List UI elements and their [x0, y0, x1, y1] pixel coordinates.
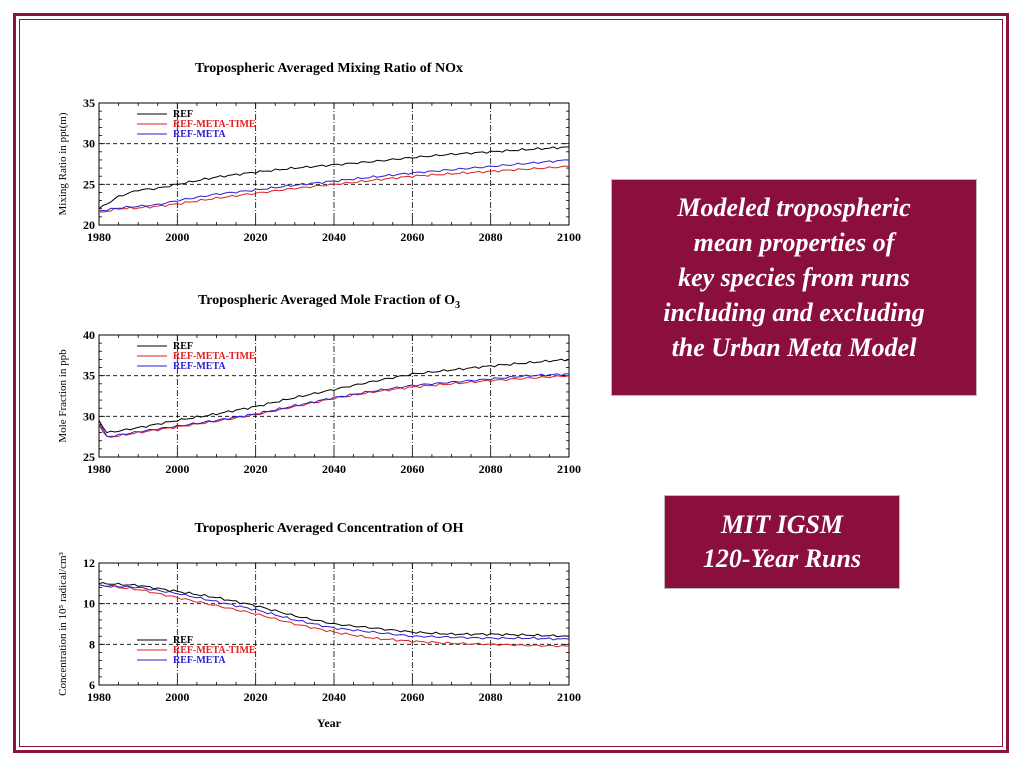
x-tick-label: 2060: [400, 230, 424, 244]
series-line-ref: [98, 146, 570, 210]
x-tick-label: 1980: [87, 690, 111, 704]
legend-label: REF-META-TIME: [173, 351, 256, 362]
x-tick-label: 2000: [165, 462, 189, 476]
series-line-ref: [98, 581, 570, 638]
y-tick-label: 30: [83, 137, 95, 151]
series-line-ref: [98, 358, 570, 434]
modeled-line-4: including and excluding: [663, 298, 925, 327]
x-tick-label: 2080: [479, 462, 503, 476]
chart-title: Tropospheric Averaged Mole Fraction of O…: [198, 293, 460, 311]
x-tick-label: 2020: [244, 230, 268, 244]
mit-line-2: 120-Year Runs: [702, 544, 862, 573]
series-line-ref-meta-time: [98, 583, 570, 648]
y-tick-label: 35: [83, 96, 95, 110]
x-tick-label: 2020: [244, 462, 268, 476]
y-tick-label: 40: [83, 328, 95, 342]
legend-label: REF-META: [173, 361, 226, 372]
y-axis-label: Mixing Ratio in ppt(m): [57, 112, 69, 215]
modeled-line-1: Modeled tropospheric: [677, 193, 911, 222]
series-line-ref-meta-time: [98, 165, 570, 213]
x-tick-label: 2080: [479, 690, 503, 704]
legend-label: REF-META-TIME: [173, 119, 256, 130]
y-tick-label: 6: [89, 678, 95, 692]
oh-chart-panel: Tropospheric Averaged Concentration of O…: [52, 510, 597, 740]
slide-frame-inner: [19, 19, 1003, 747]
x-tick-label: 2080: [479, 230, 503, 244]
x-tick-label: 2100: [557, 230, 581, 244]
y-tick-label: 12: [83, 556, 95, 570]
modeled-line-2: mean properties of: [693, 228, 895, 257]
legend-label: REF-META: [173, 655, 226, 666]
x-tick-label: 2040: [322, 690, 346, 704]
x-axis-label: Year: [317, 716, 342, 730]
modeled-line-3: key species from runs: [678, 263, 910, 292]
nox-chart: Tropospheric Averaged Mixing Ratio of NO…: [57, 61, 581, 244]
x-tick-label: 1980: [87, 230, 111, 244]
series-line-ref-meta: [98, 584, 570, 641]
x-tick-label: 2040: [322, 462, 346, 476]
mit-igsm-box: MIT IGSM 120-Year Runs: [664, 495, 900, 589]
oh-chart: Tropospheric Averaged Concentration of O…: [57, 521, 581, 730]
legend-label: REF: [173, 635, 193, 646]
y-tick-label: 25: [83, 450, 95, 464]
y-tick-label: 20: [83, 218, 95, 232]
x-tick-label: 2020: [244, 690, 268, 704]
series-line-ref-meta-time: [98, 375, 570, 438]
x-tick-label: 2060: [400, 462, 424, 476]
y-tick-label: 10: [83, 597, 95, 611]
modeled-line-5: the Urban Meta Model: [671, 333, 917, 362]
y-axis-label: Mole Fraction in ppb: [57, 349, 69, 443]
chart-title-subscript: 3: [455, 300, 460, 311]
o3-chart: Tropospheric Averaged Mole Fraction of O…: [57, 293, 581, 476]
y-tick-label: 35: [83, 369, 95, 383]
mit-line-1: MIT IGSM: [720, 510, 844, 539]
legend-label: REF: [173, 109, 193, 120]
x-tick-label: 2000: [165, 690, 189, 704]
chart-title: Tropospheric Averaged Mixing Ratio of NO…: [195, 61, 463, 76]
legend-label: REF-META: [173, 129, 226, 140]
y-tick-label: 25: [83, 177, 95, 191]
y-tick-label: 30: [83, 409, 95, 423]
x-tick-label: 1980: [87, 462, 111, 476]
y-tick-label: 8: [89, 637, 95, 651]
series-line-ref-meta: [98, 159, 569, 212]
o3-chart-panel: Tropospheric Averaged Mole Fraction of O…: [52, 282, 597, 492]
x-tick-label: 2000: [165, 230, 189, 244]
x-tick-label: 2040: [322, 230, 346, 244]
legend-label: REF: [173, 341, 193, 352]
series-line-ref-meta: [98, 373, 570, 437]
x-tick-label: 2100: [557, 690, 581, 704]
chart-title: Tropospheric Averaged Concentration of O…: [194, 521, 463, 536]
nox-chart-panel: Tropospheric Averaged Mixing Ratio of NO…: [52, 50, 597, 260]
x-tick-label: 2100: [557, 462, 581, 476]
y-axis-label: Concentration in 10⁵ radical/cm³: [57, 551, 69, 695]
x-tick-label: 2060: [400, 690, 424, 704]
legend-label: REF-META-TIME: [173, 645, 256, 656]
slide-frame-outer: [13, 13, 1009, 753]
modeled-description-box: Modeled tropospheric mean properties of …: [611, 179, 977, 396]
